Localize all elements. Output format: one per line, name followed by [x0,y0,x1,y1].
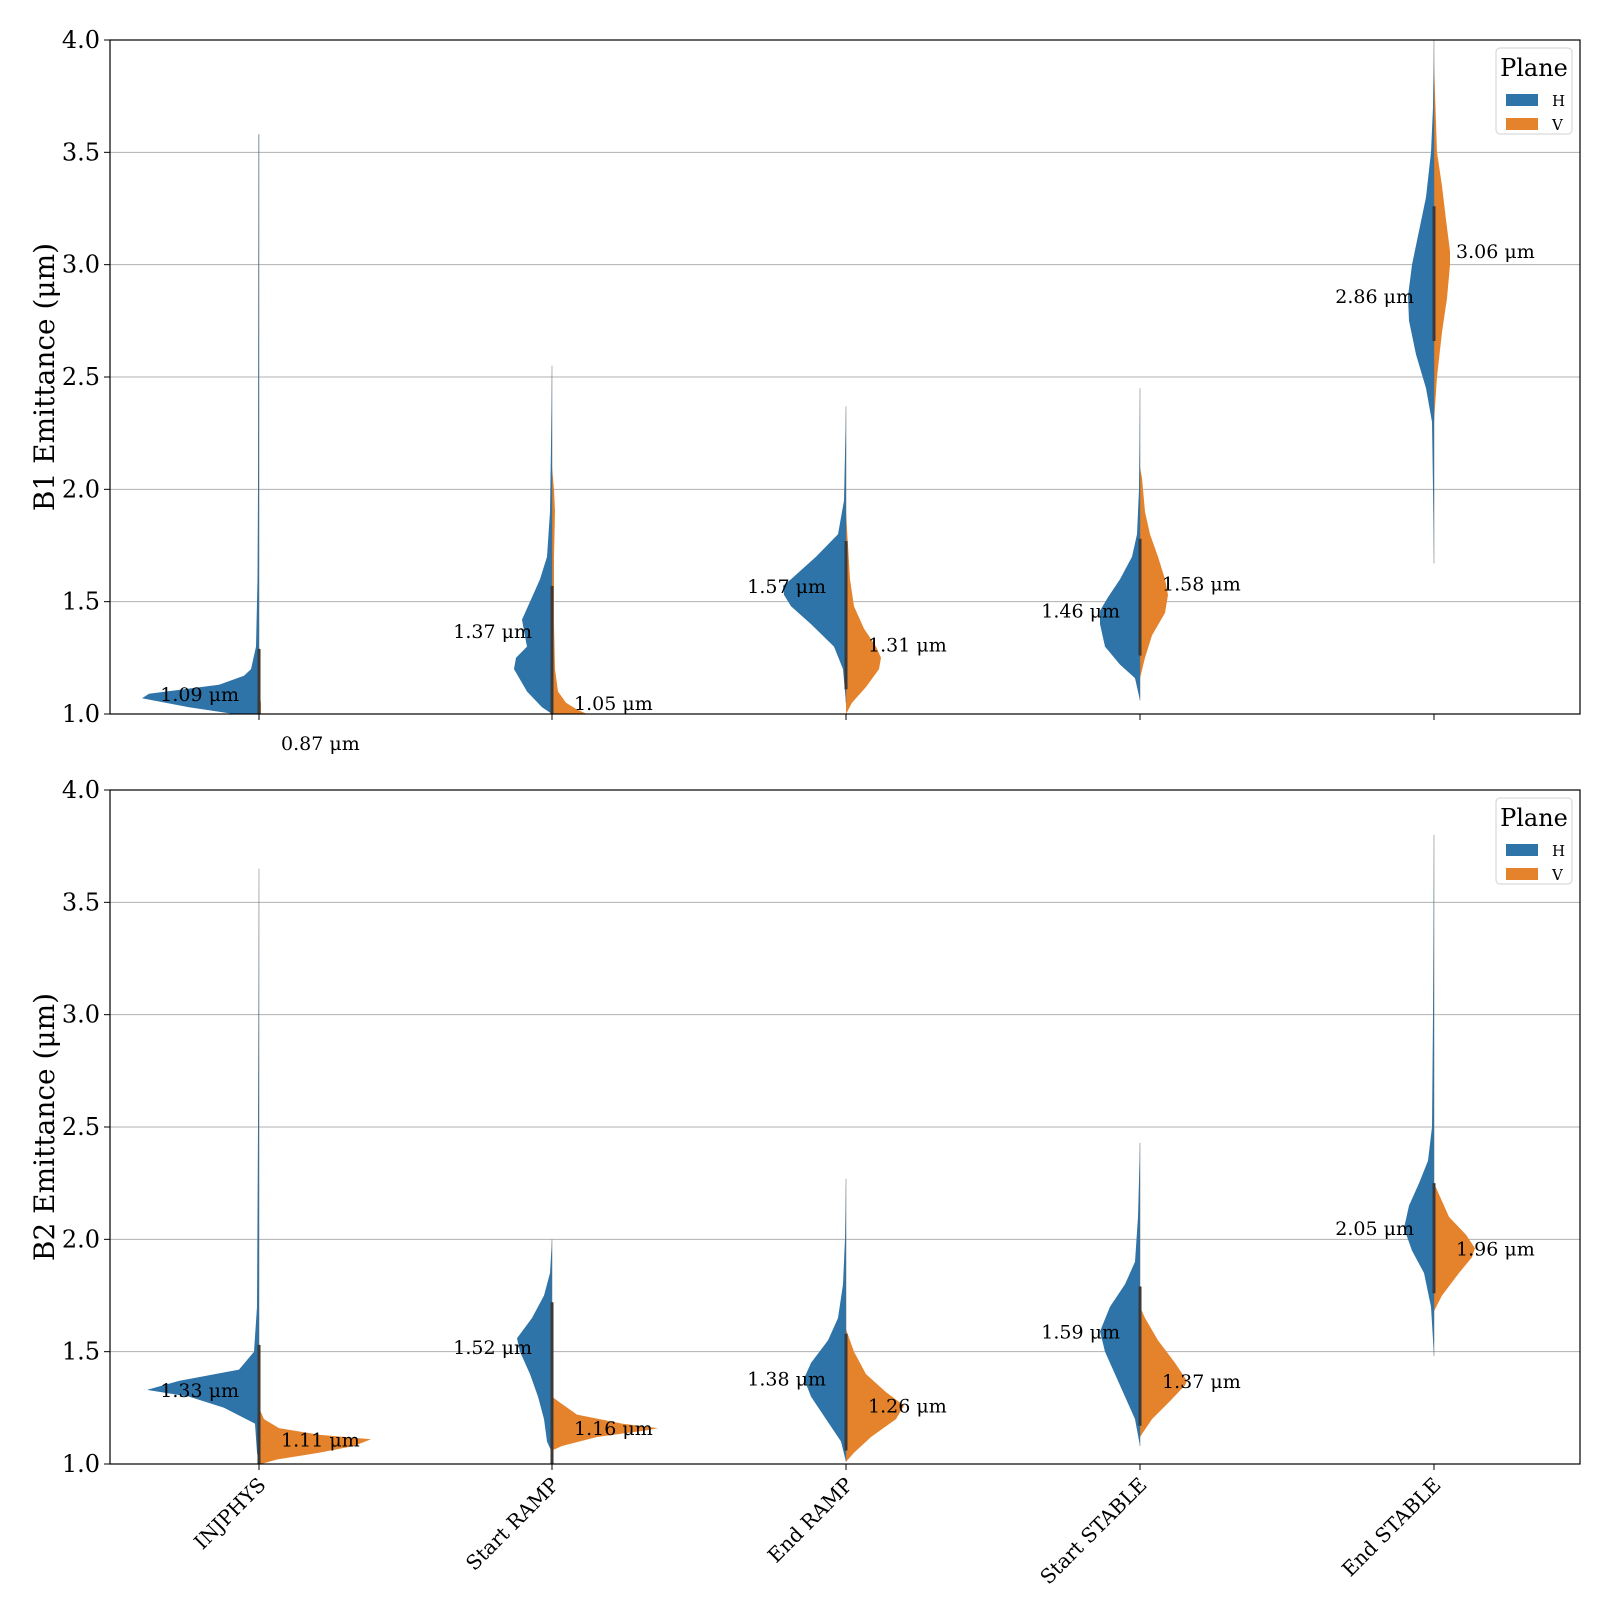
median-label-h: 1.52 μm [453,1337,532,1359]
violin-half-v [1434,62,1450,422]
violin-half-h [1100,1142,1140,1447]
legend-label-v: V [1551,866,1564,884]
median-label-v: 1.58 μm [1162,574,1241,596]
legend-title: Plane [1500,804,1568,832]
violin-half-h [1100,388,1140,701]
violin-half-v [552,466,587,714]
y-tick-label: 2.5 [62,1113,100,1141]
legend-label-h: H [1552,92,1565,110]
violin-half-v [846,1329,904,1462]
legend-label-h: H [1552,842,1565,860]
y-tick-label: 1.5 [62,588,100,616]
legend-swatch-h [1506,94,1538,106]
violin-half-h [514,365,552,714]
median-label-h: 1.09 μm [160,684,239,706]
legend-box [1495,47,1573,135]
median-label-h: 1.38 μm [747,1369,826,1391]
y-tick-label: 3.5 [62,138,100,166]
violin-half-h [783,406,846,703]
b1-emittance-panel: 1.09 μm 0.87 μm 1.37 μm 1.05 μm 1.57 μm 1.31 … [28,26,1581,755]
violin-half-v [1140,1306,1187,1438]
legend-swatch-v [1506,118,1538,130]
x-category-label: End STABLE [1337,1473,1446,1582]
median-label-v: 0.87 μm [281,733,360,755]
y-tick-label: 1.0 [62,1450,100,1478]
y-tick-label: 2.0 [62,475,100,503]
violin-start-stable [1100,1142,1187,1447]
violin-end-ramp [783,406,881,714]
median-label-v: 1.96 μm [1456,1238,1535,1260]
median-label-h: 1.46 μm [1041,601,1120,623]
median-label-v: 1.11 μm [281,1429,360,1451]
y-tick-label: 1.5 [62,1338,100,1366]
violin-end-stable [1404,834,1475,1357]
legend: Plane HV [1495,797,1573,885]
violin-half-h [804,1178,846,1462]
violin-start-stable [1100,388,1168,701]
y-axis-label: B1 Emittance (μm) [28,243,61,511]
median-label-h: 2.86 μm [1335,286,1414,308]
violin-half-v [846,511,881,714]
y-tick-label: 4.0 [62,776,100,804]
median-label-h: 1.57 μm [747,576,826,598]
y-tick-label: 1.0 [62,700,100,728]
median-label-h: 1.37 μm [453,621,532,643]
legend-swatch-v [1506,868,1538,880]
violin-half-h [1404,834,1434,1357]
violin-end-ramp [804,1178,904,1462]
median-label-v: 1.16 μm [574,1418,653,1440]
median-label-h: 2.05 μm [1335,1218,1414,1240]
violin-start-ramp [514,365,587,714]
legend-swatch-h [1506,844,1538,856]
violin-half-h [142,134,259,715]
violin-injphys [147,868,371,1464]
x-category-labels: INJPHYS Start RAMP End RAMP Start STABLE End… [189,1473,1445,1589]
y-tick-label: 2.0 [62,1225,100,1253]
y-tick-label: 2.5 [62,363,100,391]
x-category-label: Start STABLE [1035,1473,1151,1589]
violin-half-v [259,1407,371,1464]
median-label-v: 1.05 μm [574,693,653,715]
violin-half-h [1408,40,1434,564]
y-tick-label: 4.0 [62,26,100,54]
violin-injphys [142,134,261,715]
y-tick-label: 3.5 [62,888,100,916]
violin-half-v [1140,466,1168,679]
b2-emittance-panel: 1.33 μm 1.11 μm 1.52 μm 1.16 μm 1.38 μm 1.26 … [28,776,1581,1478]
legend-label-v: V [1551,116,1564,134]
median-label-v: 1.31 μm [868,634,947,656]
y-tick-label: 3.0 [62,1001,100,1029]
violin-half-v [552,1396,658,1451]
legend-title: Plane [1500,54,1568,82]
violin-half-v [1434,1183,1475,1312]
violin-half-h [147,868,259,1464]
median-label-h: 1.33 μm [160,1380,239,1402]
violin-half-h [517,1239,552,1453]
x-category-label: INJPHYS [189,1473,270,1554]
legend: Plane HV [1495,47,1573,135]
violin-start-ramp [517,1239,658,1464]
median-label-h: 1.59 μm [1041,1321,1120,1343]
violin-end-stable [1408,40,1450,564]
y-axis-label: B2 Emittance (μm) [28,993,61,1261]
legend-box [1495,797,1573,885]
median-label-v: 1.37 μm [1162,1371,1241,1393]
median-label-v: 3.06 μm [1456,241,1535,263]
y-tick-label: 3.0 [62,251,100,279]
x-category-label: Start RAMP [461,1473,564,1576]
x-category-label: End RAMP [763,1473,858,1568]
median-label-v: 1.26 μm [868,1396,947,1418]
